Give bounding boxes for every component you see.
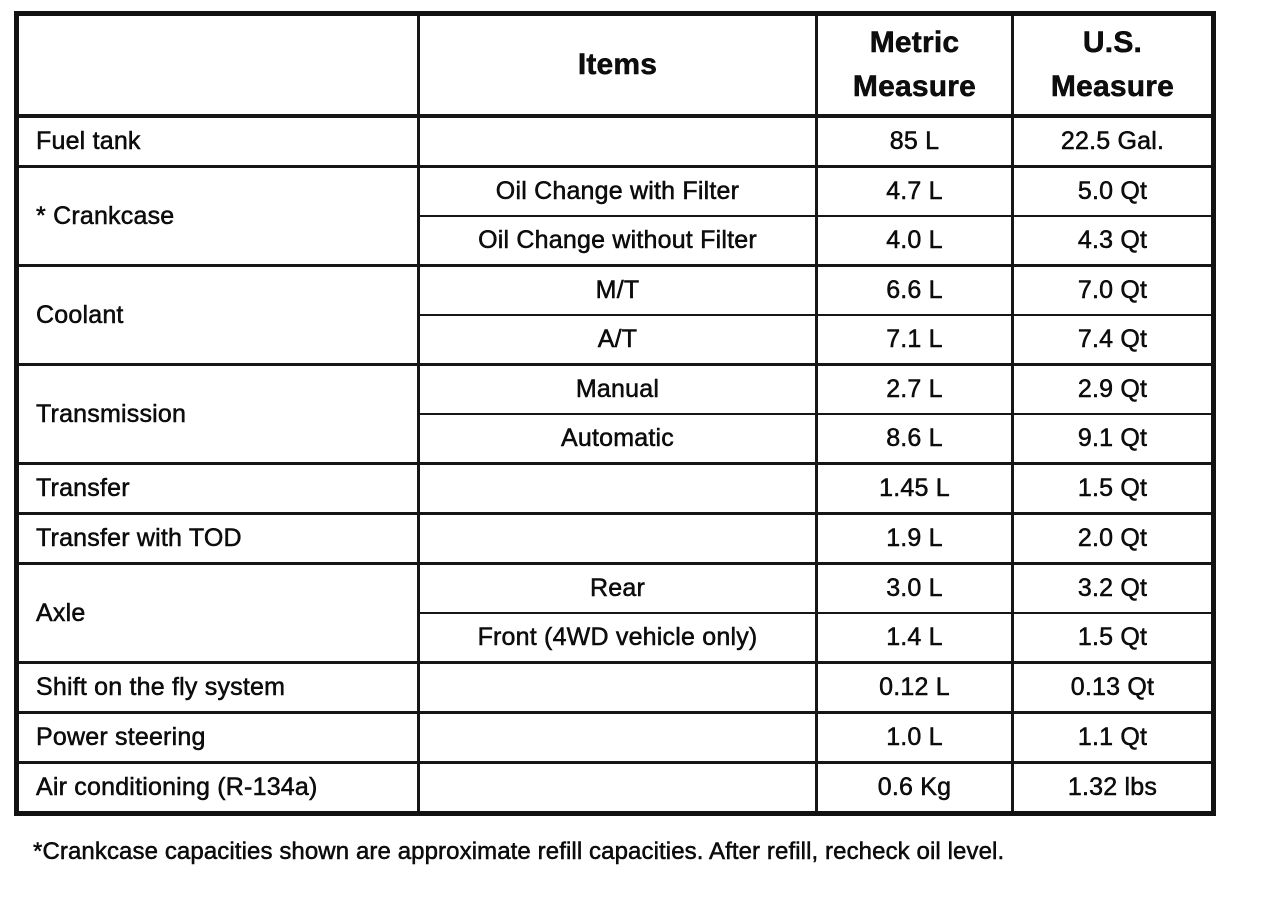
table-row-transmission-automatic: Automatic 8.6 L 9.1 Qt — [17, 413, 1215, 465]
cell-metric: 2.7 L — [815, 363, 1014, 415]
table-row-transfer-with-tod: Transfer with TOD 1.9 L 2.0 Qt — [15, 512, 1215, 565]
cell-category: Shift on the fly system — [15, 661, 420, 714]
table-row-fuel-tank: Fuel tank 85 L 22.5 Gal. — [15, 114, 1215, 168]
cell-item — [417, 711, 818, 764]
cell-us: 2.9 Qt — [1011, 363, 1215, 415]
cell-us: 2.0 Qt — [1011, 512, 1215, 565]
cell-category: Axle — [15, 562, 420, 664]
cell-category: Transmission — [15, 363, 420, 465]
cell-category: Power steering — [15, 711, 420, 764]
cell-us: 5.0 Qt — [1011, 165, 1215, 217]
cell-item — [417, 462, 818, 515]
cell-metric: 1.9 L — [815, 512, 1014, 565]
cell-category: * Crankcase — [15, 165, 420, 267]
cell-us: 1.32 lbs — [1011, 761, 1215, 815]
table-row-crankcase-without-filter: Oil Change without Filter 4.0 L 4.3 Qt — [17, 215, 1215, 267]
cell-us: 4.3 Qt — [1011, 215, 1215, 267]
cell-metric: 1.45 L — [815, 462, 1014, 515]
cell-category: Transfer with TOD — [15, 512, 420, 565]
cell-us: 1.5 Qt — [1011, 612, 1215, 664]
cell-item: Rear — [417, 562, 818, 614]
col-header-metric-line1: Metric — [869, 26, 960, 60]
cell-item: Manual — [417, 363, 818, 415]
col-header-us: U.S. Measure — [1011, 12, 1215, 118]
cell-metric: 8.6 L — [815, 413, 1014, 465]
cell-item — [417, 661, 818, 714]
cell-us: 3.2 Qt — [1011, 562, 1215, 614]
col-header-items: Items — [417, 12, 818, 118]
cell-metric: 3.0 L — [815, 562, 1014, 614]
cell-category: Coolant — [15, 264, 420, 366]
fluid-capacities-table: Items Metric Measure U.S. Measure Fuel t… — [14, 11, 1216, 816]
cell-category: Fuel tank — [15, 114, 420, 168]
cell-item — [417, 761, 818, 815]
col-header-category — [15, 12, 420, 118]
cell-us: 7.4 Qt — [1011, 314, 1215, 366]
cell-metric: 4.7 L — [815, 165, 1014, 217]
cell-metric: 7.1 L — [815, 314, 1014, 366]
table-row-transmission-manual: Transmission Manual 2.7 L 2.9 Qt — [15, 363, 1215, 465]
table-row-axle-rear: Axle Rear 3.0 L 3.2 Qt — [15, 562, 1215, 664]
cell-metric: 6.6 L — [815, 264, 1014, 316]
cell-us: 9.1 Qt — [1011, 413, 1215, 465]
table-row-crankcase-with-filter: * Crankcase Oil Change with Filter 4.7 L… — [15, 165, 1215, 267]
table-row-transfer: Transfer 1.45 L 1.5 Qt — [15, 462, 1215, 515]
cell-us: 7.0 Qt — [1011, 264, 1215, 316]
cell-metric: 0.6 Kg — [815, 761, 1014, 815]
cell-item: M/T — [417, 264, 818, 316]
cell-metric: 0.12 L — [815, 661, 1014, 714]
table-row-coolant-at: A/T 7.1 L 7.4 Qt — [17, 314, 1215, 366]
crankcase-footnote: *Crankcase capacities shown are approxim… — [33, 838, 1005, 866]
col-header-us-line1: U.S. — [1082, 26, 1143, 60]
cell-metric: 85 L — [815, 114, 1014, 168]
cell-metric: 1.0 L — [815, 711, 1014, 764]
table-row-air-conditioning: Air conditioning (R-134a) 0.6 Kg 1.32 lb… — [15, 761, 1215, 815]
table-row-coolant-mt: Coolant M/T 6.6 L 7.0 Qt — [15, 264, 1215, 366]
col-header-metric-line2: Measure — [852, 70, 977, 104]
col-header-metric: Metric Measure — [815, 12, 1014, 118]
cell-item: Oil Change without Filter — [417, 215, 818, 267]
cell-metric: 1.4 L — [815, 612, 1014, 664]
cell-us: 0.13 Qt — [1011, 661, 1215, 714]
col-header-us-line2: Measure — [1050, 70, 1175, 104]
cell-item — [417, 114, 818, 168]
col-header-items-label: Items — [577, 48, 658, 82]
cell-us: 1.1 Qt — [1011, 711, 1215, 764]
cell-item — [417, 512, 818, 565]
cell-item: Front (4WD vehicle only) — [417, 612, 818, 664]
cell-category: Air conditioning (R-134a) — [15, 761, 420, 815]
cell-item: Automatic — [417, 413, 818, 465]
table-row-shift-on-the-fly: Shift on the fly system 0.12 L 0.13 Qt — [15, 661, 1215, 714]
table-row-power-steering: Power steering 1.0 L 1.1 Qt — [15, 711, 1215, 764]
cell-metric: 4.0 L — [815, 215, 1014, 267]
table-row-axle-front: Front (4WD vehicle only) 1.4 L 1.5 Qt — [17, 612, 1215, 664]
cell-category: Transfer — [15, 462, 420, 515]
cell-item: Oil Change with Filter — [417, 165, 818, 217]
cell-us: 22.5 Gal. — [1011, 114, 1215, 168]
cell-item: A/T — [417, 314, 818, 366]
cell-us: 1.5 Qt — [1011, 462, 1215, 515]
header-row: Items Metric Measure U.S. Measure — [15, 12, 1215, 118]
